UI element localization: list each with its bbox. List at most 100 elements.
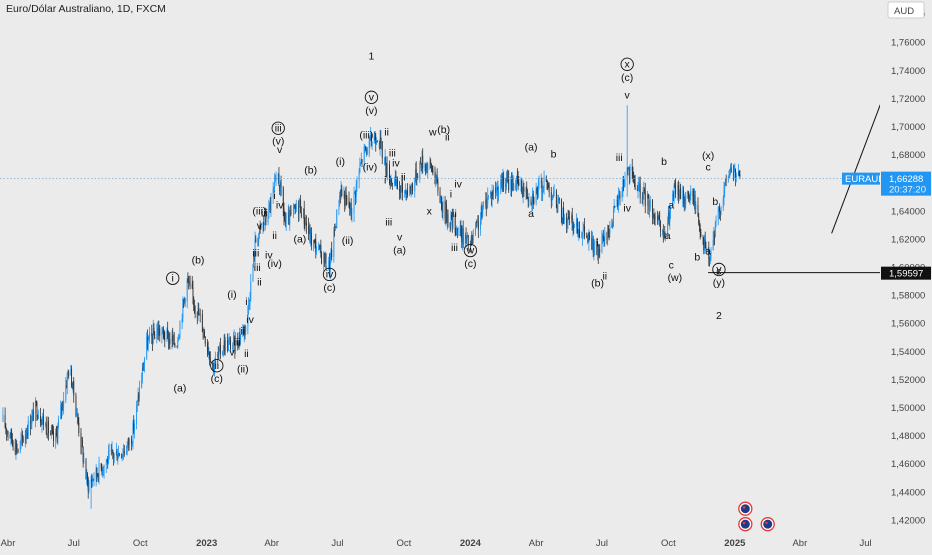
candle-body — [334, 229, 336, 231]
candle-body — [385, 157, 387, 172]
candle-body — [644, 189, 645, 192]
wave-label: (a) — [393, 245, 406, 257]
candle-body — [440, 197, 442, 203]
candle-body — [412, 184, 414, 192]
candle-body — [207, 348, 209, 353]
candle-body — [431, 168, 433, 170]
y-tick-label: 1,52000 — [891, 375, 925, 386]
x-axis[interactable]: Abr Jul Oct 2023 Abr Jul Oct 2024 Abr Jul Oct 2025 A… — [1, 538, 872, 549]
flag-icon[interactable] — [738, 501, 753, 516]
wave-label: (a) — [174, 382, 187, 394]
wave-label: iii — [261, 207, 268, 219]
candle-body — [522, 187, 524, 197]
flag-icon[interactable] — [760, 517, 775, 532]
candle-body — [72, 381, 74, 387]
candle-body — [11, 438, 13, 442]
candle-body — [472, 234, 474, 240]
candle-body — [293, 205, 295, 209]
candle-body — [82, 447, 84, 462]
candle-body — [401, 182, 403, 186]
candle-body — [267, 217, 269, 223]
y-tick-label: 1,70000 — [891, 122, 925, 133]
candle-body — [467, 235, 469, 246]
candle-body — [532, 194, 534, 202]
candle-body — [335, 227, 337, 229]
candle-body — [113, 453, 115, 459]
candle-body — [371, 143, 373, 146]
candle-body — [55, 432, 57, 434]
candle-body — [265, 214, 267, 223]
candle-body — [188, 281, 190, 284]
candle-body — [157, 327, 159, 335]
candle-body — [21, 434, 23, 439]
wave-label-text: iii — [389, 148, 396, 160]
wave-label: iv — [246, 314, 254, 326]
candle-body — [715, 219, 717, 224]
candle-body — [21, 434, 23, 440]
wave-label-text: ii — [384, 127, 389, 139]
candle-body — [284, 218, 286, 221]
candle-body — [324, 253, 326, 263]
candle-body — [339, 195, 341, 197]
candle-body — [141, 379, 143, 388]
candle-body — [225, 340, 226, 352]
wave-label-text: i — [450, 188, 452, 200]
x-tick-label: Oct — [397, 538, 412, 549]
candle-body — [505, 184, 507, 187]
candle-body — [376, 141, 378, 142]
candle-body — [320, 245, 322, 254]
candle-body — [563, 217, 565, 221]
candle-body — [115, 451, 117, 454]
candle-body — [313, 240, 315, 241]
candle-body — [475, 221, 477, 228]
wave-label-text: (c) — [323, 282, 335, 294]
candle-body — [272, 189, 274, 198]
y-tick-label: 1,76000 — [891, 38, 925, 49]
candle-body — [663, 233, 665, 238]
wave-label-text: (a) — [525, 141, 538, 153]
candle-body — [572, 225, 574, 231]
candle-body — [11, 429, 13, 439]
candle-body — [386, 171, 388, 176]
candle-body — [263, 222, 265, 225]
candle-body — [359, 165, 361, 173]
candle-body — [518, 182, 520, 186]
candle-body — [461, 225, 463, 243]
wave-label-text: (v) — [365, 105, 377, 117]
candle-body — [465, 235, 467, 240]
candle-body — [606, 232, 608, 240]
candle-body — [652, 200, 653, 219]
candle-body — [262, 222, 264, 229]
candle-body — [278, 174, 280, 186]
candle-body — [402, 182, 403, 193]
wave-label: a — [668, 200, 674, 212]
flag-icon[interactable] — [738, 517, 753, 532]
candle-body — [56, 433, 58, 440]
y-tick-label: 1,44000 — [891, 487, 925, 498]
candle-body — [50, 430, 52, 435]
candle-body — [462, 228, 464, 245]
candle-body — [699, 225, 701, 233]
wave-label-text: (c) — [211, 373, 223, 385]
candle-body — [105, 462, 107, 465]
candle-body — [521, 191, 523, 197]
candle-body — [430, 163, 432, 169]
candle-body — [92, 478, 94, 481]
wave-label: i — [166, 271, 180, 285]
wave-label-text: (b) — [437, 124, 450, 136]
candle-body — [724, 178, 726, 186]
candle-body — [730, 167, 731, 170]
candle-body — [622, 180, 624, 192]
candle-body — [704, 239, 706, 248]
wave-label-text: (iv) — [363, 162, 378, 174]
candle-body — [495, 187, 497, 193]
candle-body — [678, 185, 679, 200]
candle-body — [355, 191, 356, 197]
candle-body — [253, 252, 255, 258]
event-icons-layer[interactable] — [738, 501, 775, 532]
candle-body — [446, 205, 448, 223]
candle-body — [113, 454, 114, 459]
wave-label-text: ii — [272, 230, 277, 242]
